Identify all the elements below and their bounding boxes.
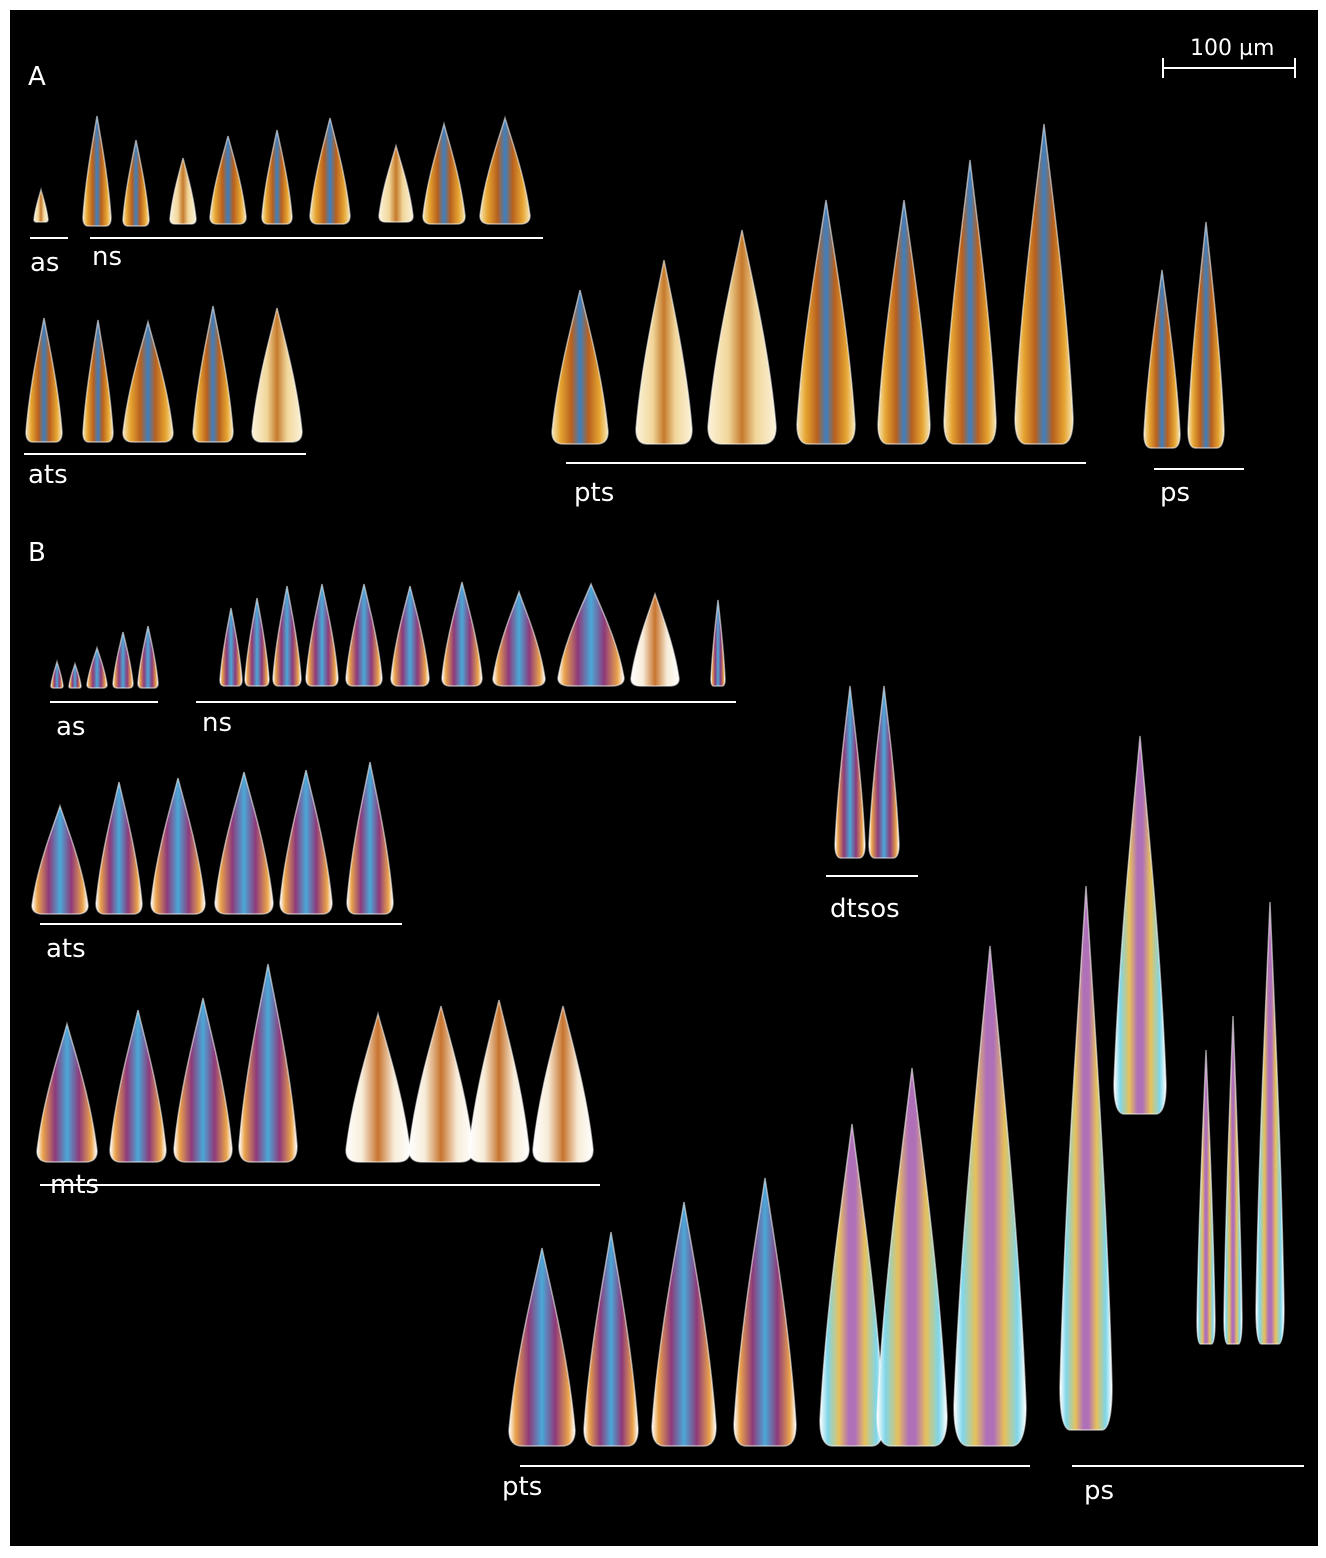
label-b-dtsos: dtsos xyxy=(830,894,900,924)
spicule-b-ns xyxy=(244,597,270,687)
spicule-b-pts xyxy=(953,945,1027,1447)
label-b-mts: mts xyxy=(50,1170,100,1200)
spicule-b-mts xyxy=(173,997,233,1163)
spicule-a-ns xyxy=(209,135,247,225)
panel-a-label: A xyxy=(28,62,46,92)
spicule-b-ns xyxy=(630,591,680,687)
spicule-b-ps xyxy=(1113,735,1167,1115)
spicule-b-as xyxy=(112,631,134,689)
spicule-b-ats xyxy=(346,761,394,915)
spicule-b-pts xyxy=(819,1123,885,1447)
label-b-ps: ps xyxy=(1084,1476,1115,1506)
spicule-a-ns xyxy=(378,143,414,223)
spicule-a-ns xyxy=(261,129,293,225)
spicule-b-ns xyxy=(345,583,383,687)
spicule-a-ns xyxy=(122,139,150,227)
spicule-a-ats xyxy=(251,307,303,443)
spicule-b-as xyxy=(86,645,108,689)
spicule-a-ats xyxy=(82,319,114,443)
spicule-b-ats xyxy=(95,781,143,915)
spicule-a-ats xyxy=(122,319,174,443)
spicule-b-ps xyxy=(1255,901,1285,1345)
panel-b-label: B xyxy=(28,538,46,568)
spicule-b-as xyxy=(50,659,64,689)
spicule-b-ns xyxy=(557,582,625,687)
spicule-b-pts xyxy=(651,1201,717,1447)
spicule-a-pts xyxy=(551,289,609,445)
spicule-b-dtsos xyxy=(834,685,866,859)
label-a-ns: ns xyxy=(92,242,123,272)
spicule-b-ats xyxy=(150,777,206,915)
spicule-a-ns xyxy=(479,115,531,225)
spicule-a-pts xyxy=(635,259,693,445)
spicule-a-ats xyxy=(25,317,63,443)
scale-bar-label: 100 µm xyxy=(1190,36,1275,61)
spicule-b-ps xyxy=(1196,1049,1216,1345)
label-a-ats: ats xyxy=(28,460,68,490)
spicule-a-pts xyxy=(707,229,777,445)
spicule-b-mts xyxy=(345,1011,411,1163)
spicule-a-pts xyxy=(877,199,931,445)
spicule-a-ns xyxy=(422,121,466,225)
label-a-ps: ps xyxy=(1160,478,1191,508)
spicule-b-mts xyxy=(36,1021,98,1163)
spicule-a-ps xyxy=(1143,269,1181,449)
spicule-b-ps xyxy=(1059,885,1113,1431)
label-a-pts: pts xyxy=(574,478,615,508)
spicule-b-ats xyxy=(279,769,333,915)
spicule-b-pts xyxy=(508,1247,576,1447)
spicule-b-ns xyxy=(219,607,243,687)
spicule-b-mts xyxy=(532,1005,594,1163)
spicule-b-ns xyxy=(710,599,726,687)
spicule-b-ats xyxy=(214,771,274,915)
spicule-b-dtsos xyxy=(868,685,900,859)
spicule-a-ns xyxy=(309,117,351,225)
spicule-b-ns xyxy=(390,585,430,687)
label-b-as: as xyxy=(56,712,86,742)
spicule-a-pts xyxy=(796,199,856,445)
spicule-b-as xyxy=(68,661,82,689)
spicule-a-pts xyxy=(943,159,997,445)
label-b-ats: ats xyxy=(46,934,86,964)
spicule-a-ns xyxy=(82,115,112,227)
scale-bar xyxy=(1162,58,1296,78)
spicule-b-mts xyxy=(408,1005,474,1163)
spicule-a-ns xyxy=(169,157,197,225)
spicule-a-ps xyxy=(1187,221,1225,449)
spicule-a-ats xyxy=(192,305,234,443)
spicule-b-ns xyxy=(305,583,339,687)
label-b-pts: pts xyxy=(502,1472,543,1502)
spicule-b-pts xyxy=(583,1231,639,1447)
spicule-b-ns xyxy=(272,585,302,687)
spicule-b-as xyxy=(137,625,159,689)
spicule-b-ns xyxy=(492,589,546,687)
spicule-b-ns xyxy=(441,581,483,687)
label-b-ns: ns xyxy=(202,708,233,738)
spicule-b-ps xyxy=(1223,1015,1243,1345)
spicule-b-mts xyxy=(109,1009,167,1163)
label-a-as: as xyxy=(30,248,60,278)
spicule-b-ats xyxy=(31,803,89,915)
spicule-a-pts xyxy=(1014,123,1074,445)
spicule-b-pts xyxy=(876,1067,948,1447)
spicule-b-pts xyxy=(733,1177,797,1447)
spicule-b-mts xyxy=(468,999,530,1163)
spicule-a-as xyxy=(33,187,49,223)
spicule-b-mts xyxy=(238,963,298,1163)
